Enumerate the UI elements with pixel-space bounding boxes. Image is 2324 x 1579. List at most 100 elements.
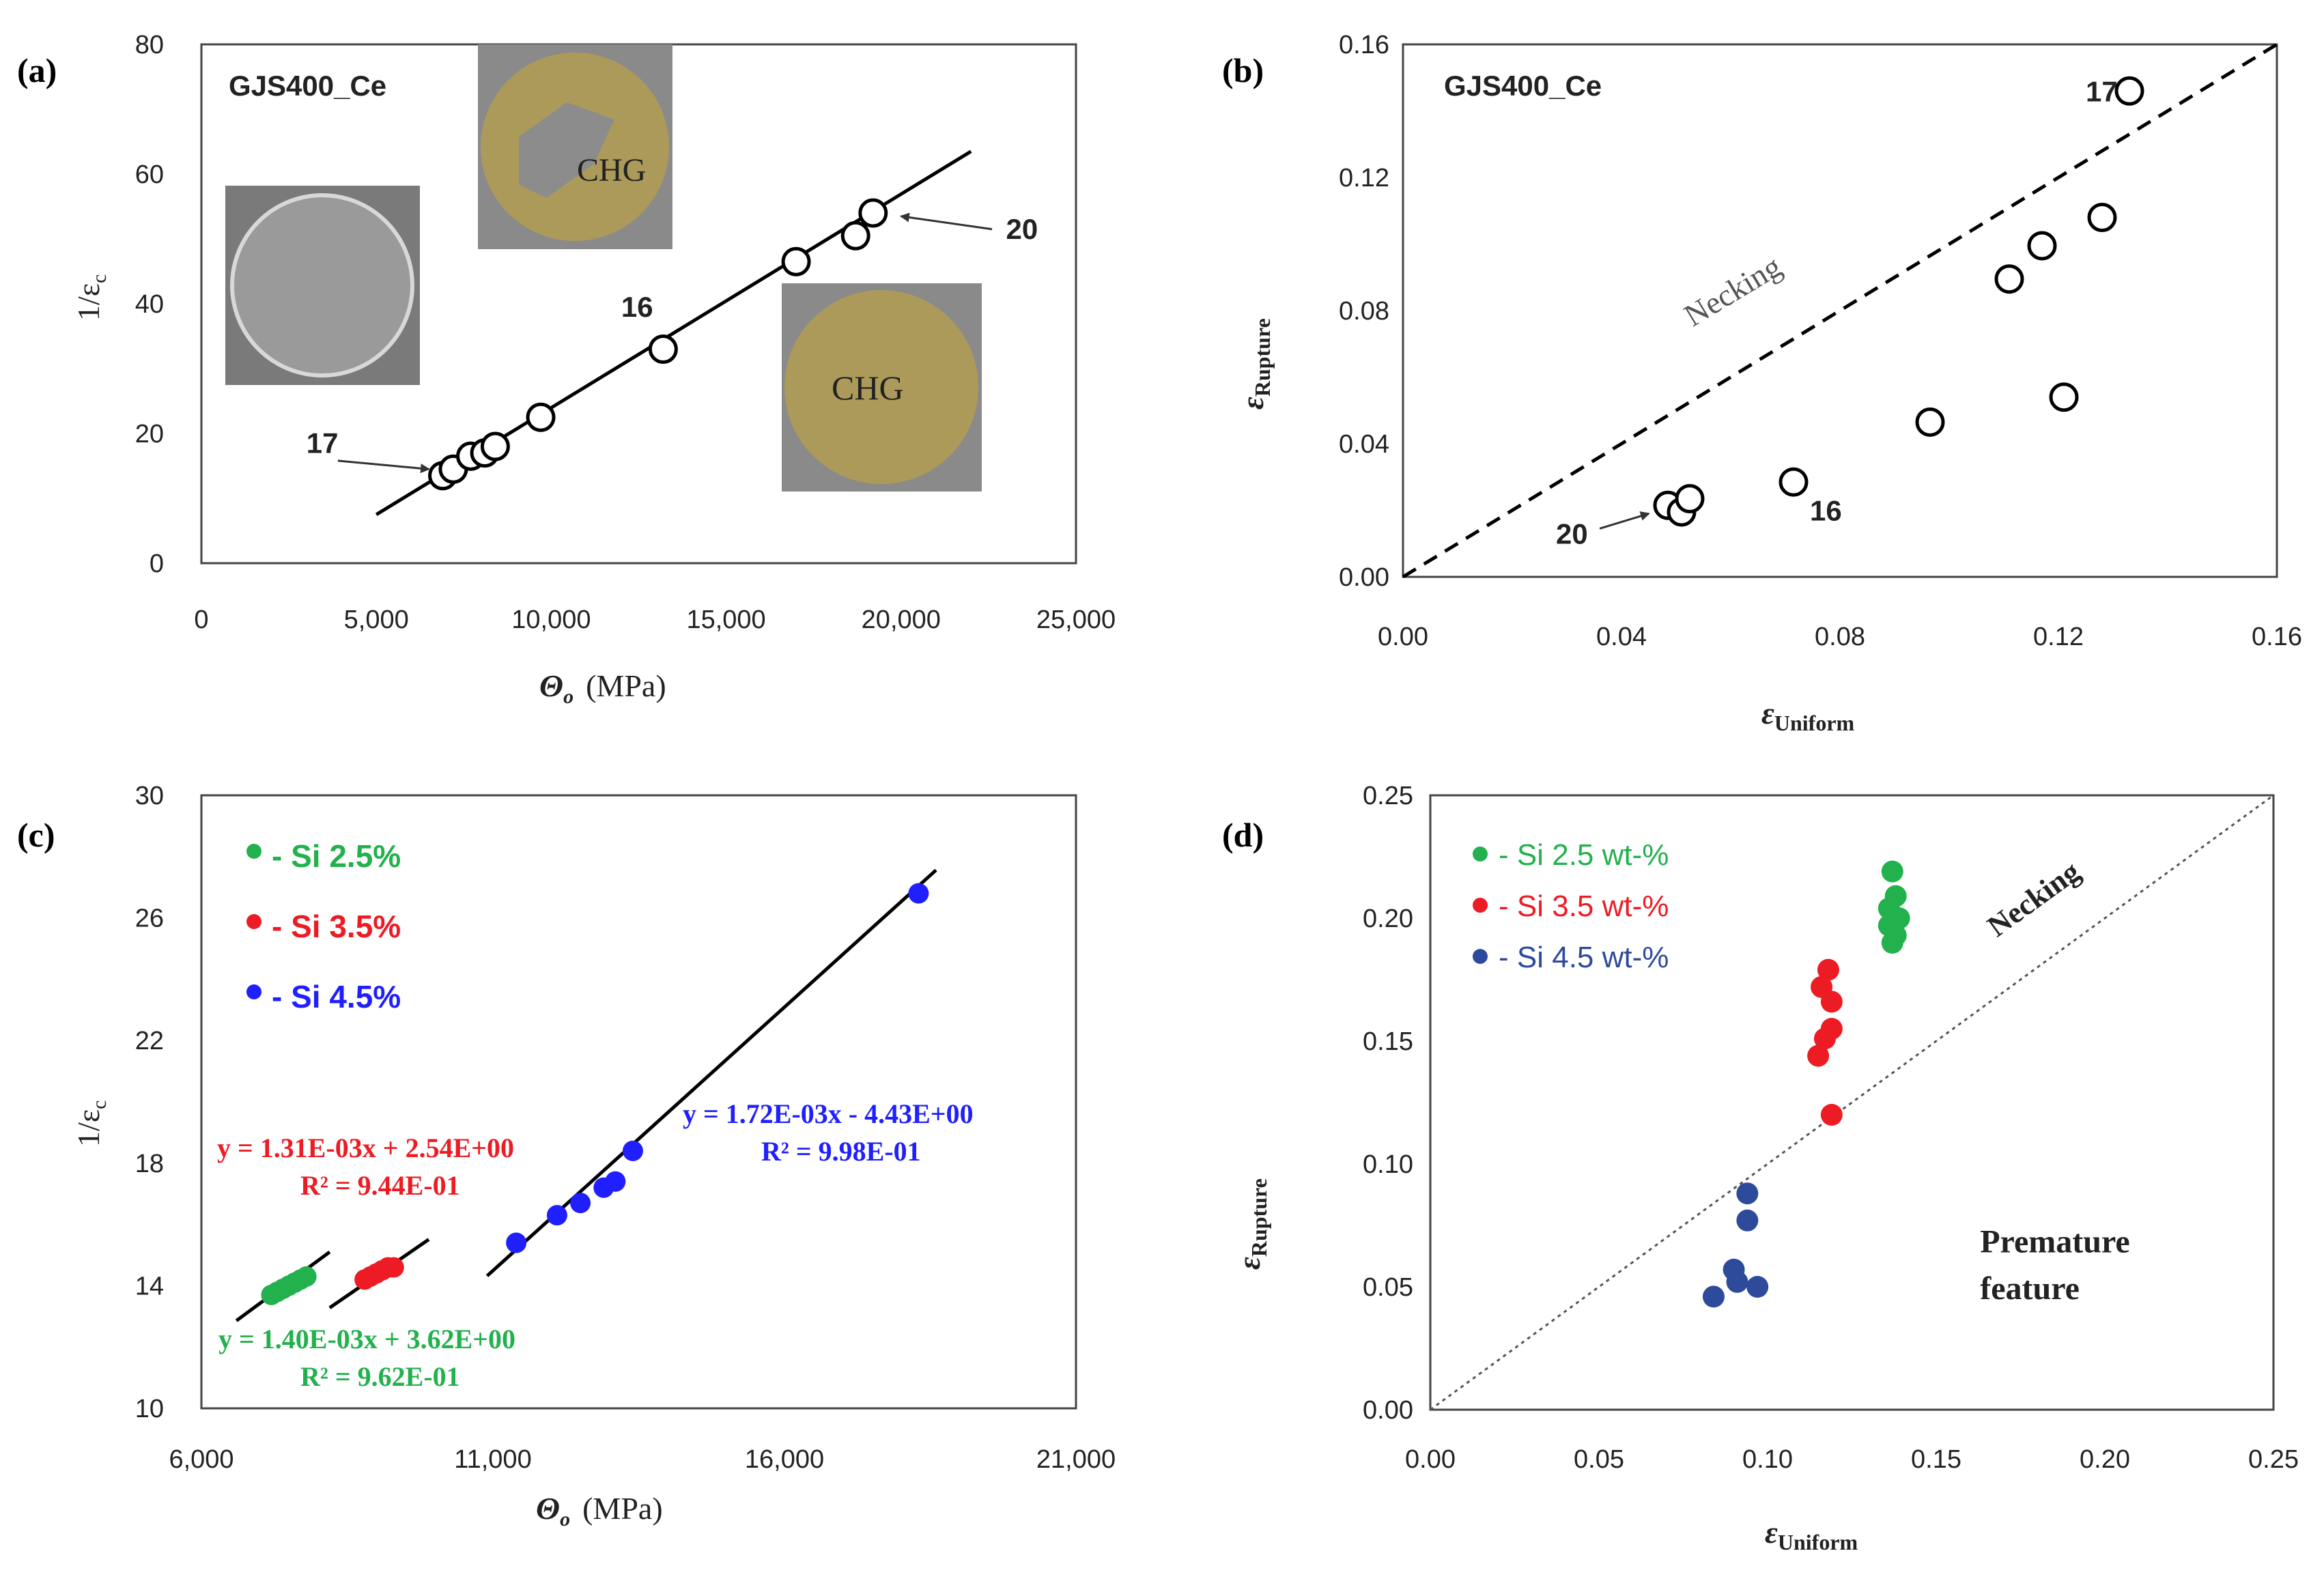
- data-point-b: [2087, 203, 2117, 232]
- data-point-c: [908, 883, 929, 904]
- data-point-d: [1702, 1285, 1725, 1308]
- x-tick-label-b: 0.00: [1378, 623, 1428, 651]
- data-point-c: [296, 1266, 317, 1287]
- legend-marker-d: [1473, 949, 1488, 964]
- data-point-d: [1820, 991, 1843, 1013]
- y-tick-label-b: 0.12: [1339, 164, 1389, 193]
- data-point-b: [1675, 483, 1705, 513]
- legend-marker-c: [246, 984, 261, 999]
- x-tick-label-c: 6,000: [169, 1445, 233, 1474]
- data-point-a: [858, 198, 888, 228]
- x-tick-label-b: 0.16: [2252, 623, 2302, 651]
- inset-micrograph-3: CHG: [782, 283, 982, 492]
- data-point-d: [1881, 860, 1903, 883]
- x-axis-label-b: εUniform: [1761, 696, 1855, 735]
- y-tick-label-c: 30: [135, 782, 164, 810]
- arrow-17-a: [337, 459, 431, 474]
- data-point-c: [605, 1171, 626, 1192]
- y-tick-label-d: 0.20: [1363, 905, 1413, 933]
- data-point-d: [1746, 1276, 1769, 1298]
- y-tick-label-a: 20: [135, 420, 164, 449]
- data-point-d: [1726, 1270, 1748, 1293]
- data-point-a: [480, 431, 510, 461]
- data-point-c: [383, 1257, 404, 1278]
- x-tick-label-c: 11,000: [454, 1445, 531, 1474]
- y-tick-label-d: 0.00: [1363, 1396, 1413, 1425]
- y-tick-label-a: 80: [135, 31, 164, 59]
- data-point-d: [1820, 1104, 1843, 1126]
- panel-label-a: (a): [17, 51, 57, 89]
- necking-label-d: Necking: [1981, 855, 2086, 943]
- x-tick-label-a: 0: [194, 606, 208, 634]
- necking-line-d: [1430, 794, 2274, 1411]
- x-tick-label-c: 16,000: [745, 1445, 824, 1474]
- x-tick-label-d: 0.25: [2248, 1445, 2299, 1474]
- x-axis-label-a: Θo (MPa): [539, 668, 666, 708]
- y-tick-label-a: 40: [135, 290, 164, 319]
- legend-label-d: - Si 3.5 wt-%: [1499, 890, 1669, 923]
- legend-label-c: - Si 3.5%: [272, 909, 401, 944]
- data-point-a: [781, 246, 811, 276]
- chart-panel-c: (c) 10 14 18 22 26 30 6,000 11,000 16,000 21,000…: [17, 782, 1116, 1531]
- y-axis-label-a: 1/εc: [71, 274, 111, 321]
- y-tick-label-b: 0.08: [1339, 297, 1389, 326]
- data-point-c: [622, 1140, 643, 1161]
- data-point-d: [1807, 1044, 1830, 1067]
- x-tick-label-d: 0.10: [1742, 1445, 1793, 1474]
- data-point-d: [1736, 1209, 1759, 1232]
- data-point-c: [546, 1205, 567, 1226]
- annotation-b-16: 16: [1810, 495, 1842, 527]
- data-point-a: [648, 335, 678, 364]
- x-tick-label-c: 21,000: [1036, 1445, 1116, 1474]
- data-point-b: [1994, 264, 2024, 294]
- data-point-a: [526, 402, 556, 432]
- plot-area-c: [200, 794, 1077, 1410]
- x-axis-label-d: εUniform: [1765, 1515, 1858, 1554]
- r-squared-c: R² = 9.44E-01: [300, 1170, 460, 1201]
- x-tick-label-a: 10,000: [511, 606, 591, 634]
- x-tick-label-d: 0.20: [2080, 1445, 2130, 1474]
- panel-label-c: (c): [17, 816, 55, 854]
- equation-c: y = 1.31E-03x + 2.54E+00: [217, 1133, 514, 1163]
- data-point-d: [1813, 1027, 1836, 1050]
- y-tick-label-b: 0.04: [1339, 430, 1389, 459]
- inset-micrograph-2: CHG: [478, 44, 672, 249]
- data-point-d: [1884, 924, 1907, 947]
- data-point-b: [1915, 407, 1945, 437]
- x-axis-label-c: Θo (MPa): [536, 1491, 663, 1531]
- chart-panel-d: (d) 0.00 0.05 0.10 0.15 0.20 0.25 0.00 0.05 0.1…: [1222, 782, 2299, 1554]
- y-axis-label-b: εRupture: [1235, 318, 1275, 410]
- y-tick-label-d: 0.15: [1363, 1027, 1413, 1056]
- y-axis-label-d: εRupture: [1232, 1178, 1271, 1270]
- x-tick-label-b: 0.08: [1815, 623, 1865, 651]
- data-point-d: [1817, 958, 1839, 981]
- y-tick-label-c: 26: [135, 905, 164, 933]
- y-tick-label-b: 0.16: [1339, 31, 1389, 59]
- y-tick-label-a: 60: [135, 160, 164, 189]
- legend-label-c: - Si 2.5%: [272, 838, 401, 874]
- legend-label-c: - Si 4.5%: [272, 979, 401, 1014]
- data-point-b: [2049, 382, 2079, 412]
- necking-label-b: Necking: [1678, 248, 1787, 333]
- legend-marker-c: [246, 914, 261, 929]
- y-tick-label-c: 14: [135, 1272, 164, 1300]
- r-squared-c: R² = 9.62E-01: [300, 1361, 460, 1392]
- y-tick-label-d: 0.05: [1363, 1273, 1413, 1302]
- legend-marker-d: [1473, 847, 1488, 862]
- y-tick-label-c: 10: [135, 1395, 164, 1423]
- y-tick-label-d: 0.10: [1363, 1150, 1413, 1179]
- data-point-c: [570, 1193, 591, 1214]
- x-tick-label-b: 0.04: [1596, 623, 1647, 651]
- annotation-a-20: 20: [1006, 213, 1038, 245]
- equation-c: y = 1.72E-03x - 4.43E+00: [683, 1098, 974, 1129]
- legend-label-d: - Si 2.5 wt-%: [1499, 838, 1669, 872]
- y-tick-label-c: 22: [135, 1027, 164, 1055]
- x-tick-label-a: 25,000: [1036, 606, 1116, 634]
- annotation-b-20: 20: [1556, 518, 1588, 550]
- legend-label-d: - Si 4.5 wt-%: [1499, 941, 1669, 974]
- y-tick-label-c: 18: [135, 1150, 164, 1178]
- plot-area-d: [1429, 794, 2275, 1411]
- title-a: GJS400_Ce: [229, 70, 386, 102]
- y-tick-label-b: 0.00: [1339, 563, 1389, 592]
